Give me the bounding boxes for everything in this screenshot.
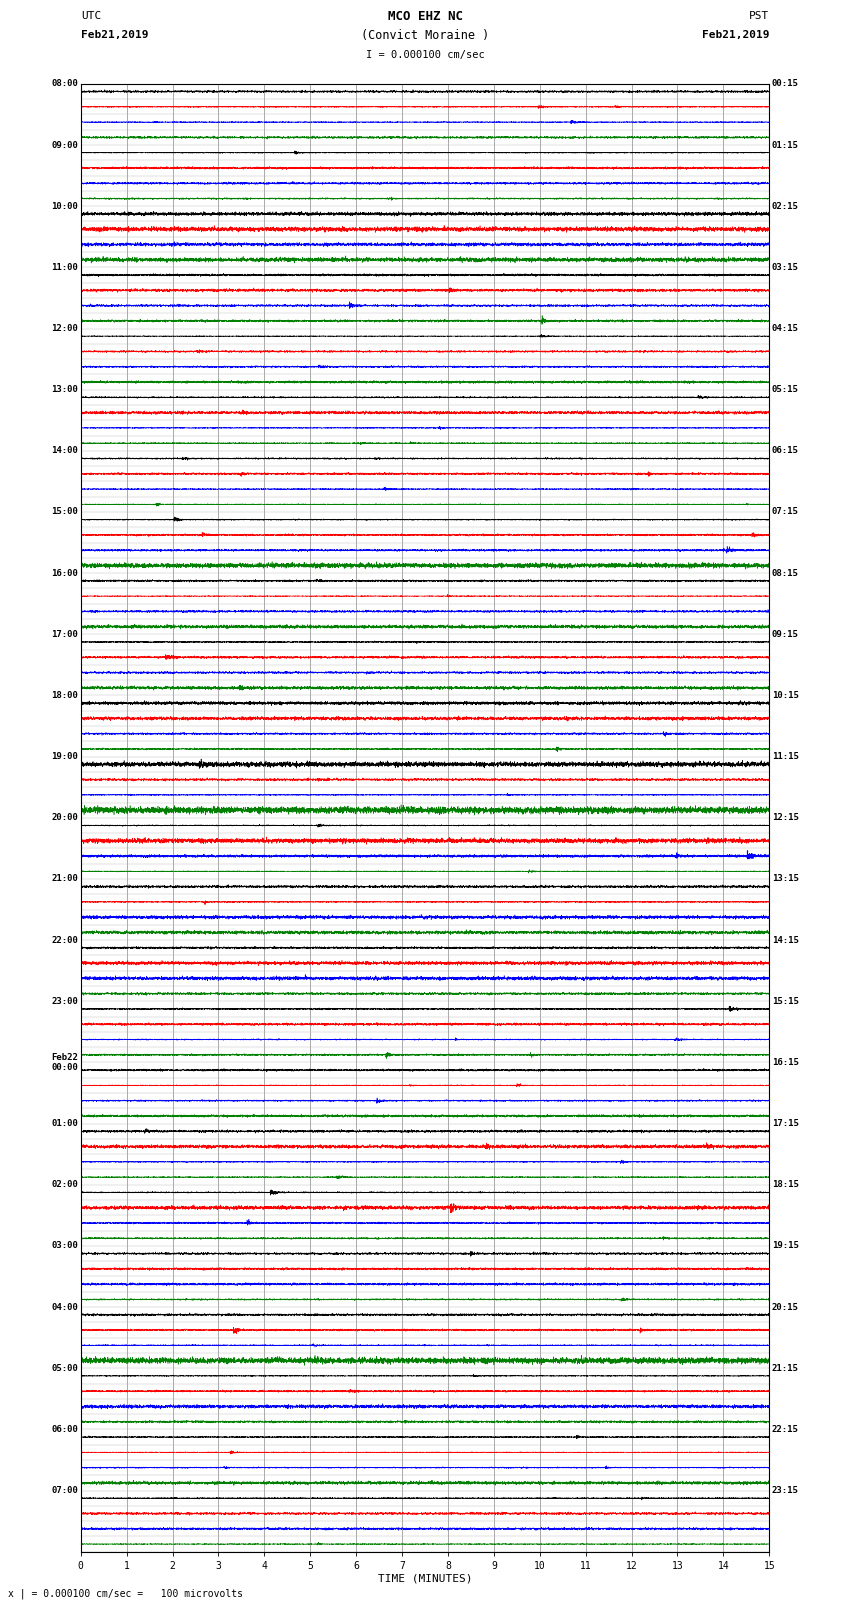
Text: 22:00: 22:00 bbox=[51, 936, 78, 945]
Text: 23:15: 23:15 bbox=[772, 1486, 799, 1495]
Text: 17:00: 17:00 bbox=[51, 629, 78, 639]
Text: 16:15: 16:15 bbox=[772, 1058, 799, 1066]
Text: 00:15: 00:15 bbox=[772, 79, 799, 89]
Text: 09:00: 09:00 bbox=[51, 140, 78, 150]
Text: 19:00: 19:00 bbox=[51, 752, 78, 761]
Text: 09:15: 09:15 bbox=[772, 629, 799, 639]
Text: 06:15: 06:15 bbox=[772, 447, 799, 455]
Text: 13:00: 13:00 bbox=[51, 386, 78, 394]
Text: 07:15: 07:15 bbox=[772, 508, 799, 516]
Text: 14:00: 14:00 bbox=[51, 447, 78, 455]
Text: 05:00: 05:00 bbox=[51, 1363, 78, 1373]
Text: 10:15: 10:15 bbox=[772, 690, 799, 700]
Text: 18:15: 18:15 bbox=[772, 1181, 799, 1189]
Text: MCO EHZ NC: MCO EHZ NC bbox=[388, 10, 462, 23]
Text: 03:15: 03:15 bbox=[772, 263, 799, 273]
Text: 20:15: 20:15 bbox=[772, 1303, 799, 1311]
Text: 20:00: 20:00 bbox=[51, 813, 78, 823]
Text: (Convict Moraine ): (Convict Moraine ) bbox=[361, 29, 489, 42]
Text: Feb21,2019: Feb21,2019 bbox=[702, 31, 769, 40]
Text: Feb21,2019: Feb21,2019 bbox=[81, 31, 148, 40]
Text: 18:00: 18:00 bbox=[51, 690, 78, 700]
Text: 04:00: 04:00 bbox=[51, 1303, 78, 1311]
Text: 02:15: 02:15 bbox=[772, 202, 799, 211]
Text: 15:00: 15:00 bbox=[51, 508, 78, 516]
Text: 13:15: 13:15 bbox=[772, 874, 799, 884]
Text: 21:15: 21:15 bbox=[772, 1363, 799, 1373]
Text: 03:00: 03:00 bbox=[51, 1242, 78, 1250]
Text: 11:15: 11:15 bbox=[772, 752, 799, 761]
Text: 14:15: 14:15 bbox=[772, 936, 799, 945]
Text: 10:00: 10:00 bbox=[51, 202, 78, 211]
Text: 12:00: 12:00 bbox=[51, 324, 78, 332]
Text: Feb22
00:00: Feb22 00:00 bbox=[51, 1053, 78, 1073]
Text: 12:15: 12:15 bbox=[772, 813, 799, 823]
Text: 05:15: 05:15 bbox=[772, 386, 799, 394]
Text: 19:15: 19:15 bbox=[772, 1242, 799, 1250]
Text: 17:15: 17:15 bbox=[772, 1119, 799, 1127]
Text: 16:00: 16:00 bbox=[51, 569, 78, 577]
Text: 02:00: 02:00 bbox=[51, 1181, 78, 1189]
Text: 15:15: 15:15 bbox=[772, 997, 799, 1007]
Text: 22:15: 22:15 bbox=[772, 1424, 799, 1434]
Text: 11:00: 11:00 bbox=[51, 263, 78, 273]
Text: 08:15: 08:15 bbox=[772, 569, 799, 577]
Text: 01:00: 01:00 bbox=[51, 1119, 78, 1127]
Text: 06:00: 06:00 bbox=[51, 1424, 78, 1434]
Text: 23:00: 23:00 bbox=[51, 997, 78, 1007]
Text: I = 0.000100 cm/sec: I = 0.000100 cm/sec bbox=[366, 50, 484, 60]
Text: UTC: UTC bbox=[81, 11, 101, 21]
Text: 01:15: 01:15 bbox=[772, 140, 799, 150]
Text: x | = 0.000100 cm/sec =   100 microvolts: x | = 0.000100 cm/sec = 100 microvolts bbox=[8, 1589, 243, 1598]
X-axis label: TIME (MINUTES): TIME (MINUTES) bbox=[377, 1574, 473, 1584]
Text: 04:15: 04:15 bbox=[772, 324, 799, 332]
Text: 21:00: 21:00 bbox=[51, 874, 78, 884]
Text: PST: PST bbox=[749, 11, 769, 21]
Text: 07:00: 07:00 bbox=[51, 1486, 78, 1495]
Text: 08:00: 08:00 bbox=[51, 79, 78, 89]
